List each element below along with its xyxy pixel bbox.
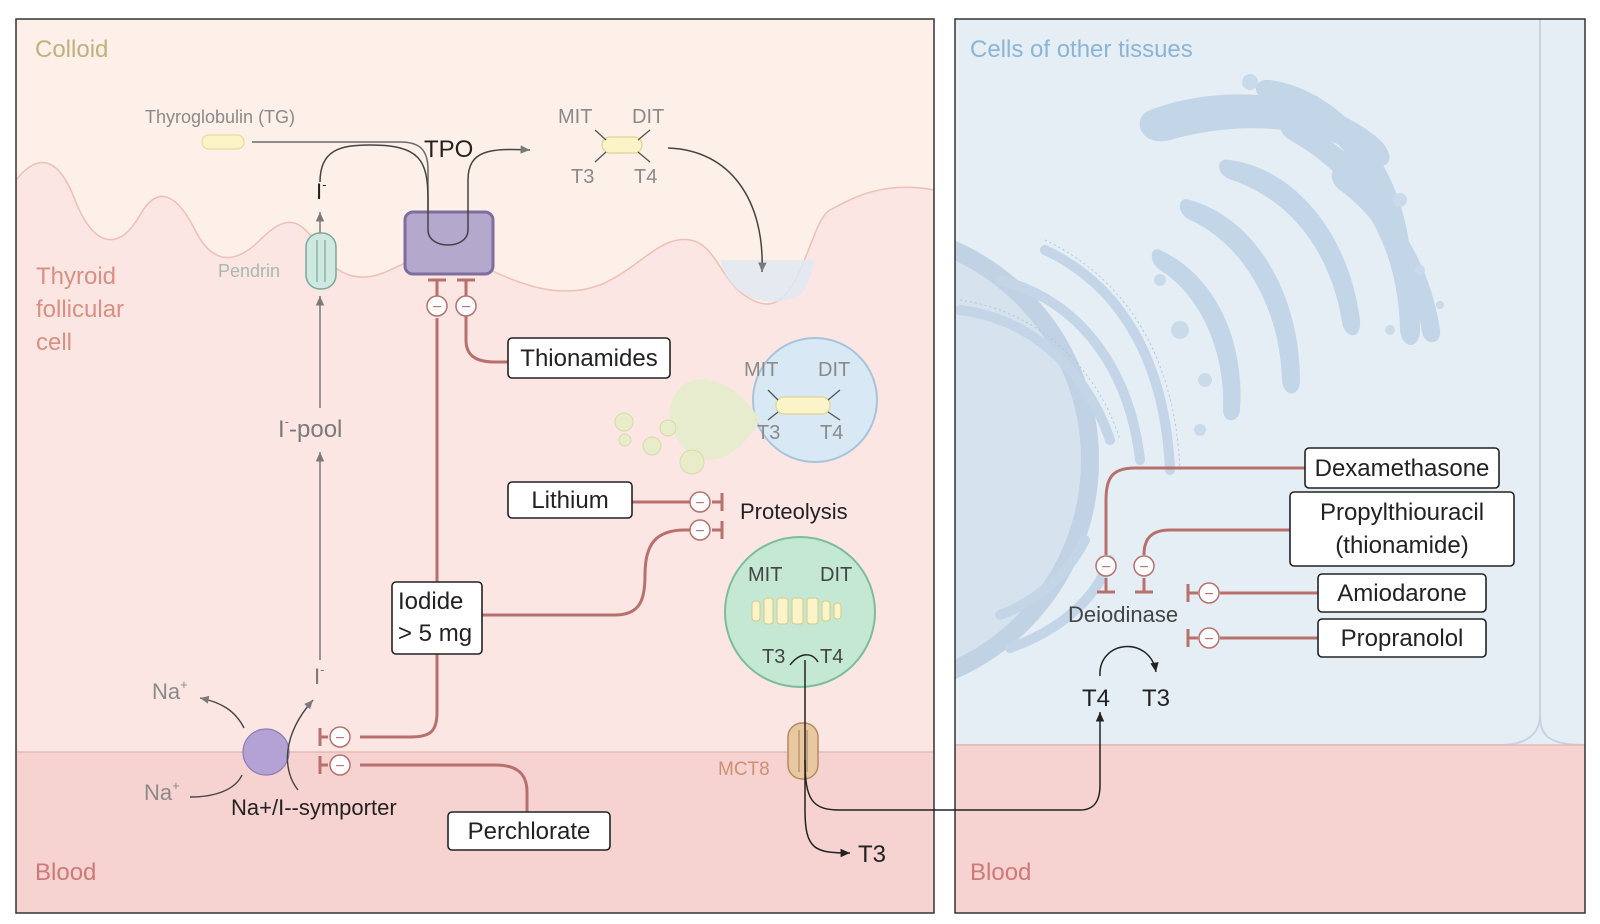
perchlorate-label: Perchlorate [468,818,591,845]
symporter-shape [242,728,290,776]
drug-box-propylthiouracil: Propylthiouracil (thionamide) [1289,491,1515,567]
symporter-label: Na+/I--symporter [231,795,397,820]
inhibition-lines-left [318,278,724,812]
right-blood-label: Blood [970,859,1031,886]
drug-box-amiodarone: Amiodarone [1317,573,1487,613]
drug-box-thionamides: Thionamides [507,337,671,379]
follicular-cell-label-line3: cell [36,329,72,356]
iodide-pool-label: I--pool [278,414,342,443]
ptu-line1: Propylthiouracil [1320,499,1484,526]
golgi-shape [1139,79,1441,421]
vesicle-mit: MIT [744,359,778,381]
right-panel-border [954,18,1586,914]
mct8-transporter [787,722,819,780]
na-out-text: Na [152,679,181,704]
inhibit-symbol-tpo-a: − [432,299,441,316]
endocytic-vesicle: MIT DIT T3 T4 [614,337,878,475]
lithium-label: Lithium [531,487,608,514]
na-out-sup: + [180,677,188,692]
inhibit-symbol-dexamethasone: − [1101,559,1110,576]
t4-label: T4 [1082,685,1110,712]
mct8-label: MCT8 [718,759,770,780]
lysosome-dit: DIT [820,564,852,586]
lysosome-mit: MIT [748,564,782,586]
other-tissues-title: Cells of other tissues [970,36,1193,63]
lysosome-t3: T3 [762,646,785,668]
lysosome-t4: T4 [820,646,843,668]
left-panel [16,19,934,913]
colloid-dit: DIT [632,106,664,128]
follicular-cell-label: Thyroid follicular cell [36,263,131,356]
colloid-mit: MIT [558,106,592,128]
drug-box-dexamethasone: Dexamethasone [1304,447,1500,489]
inhibit-symbol-iodide-proteolysis: − [695,523,704,540]
drug-box-propranolol: Propranolol [1317,618,1487,658]
follicular-cell-label-line2: follicular [36,296,124,323]
lysosome: MIT DIT T3 T4 [724,536,876,688]
pendrin-label: Pendrin [218,261,280,281]
na-out-label: Na+ [152,677,188,704]
proteolysis-label: Proteolysis [740,499,848,524]
thionamides-label: Thionamides [520,345,657,372]
vesicle-t3: T3 [757,422,780,444]
iodide-pool-sup: - [285,414,289,429]
iodide-bottom-sup: - [320,662,324,677]
iodide-pool-text: I [278,416,285,443]
inhibition-lines-right [1097,466,1318,647]
follicular-cell-label-line1: Thyroid [36,263,116,290]
na-in-text: Na [144,780,173,805]
na-in-label: Na+ [144,778,180,805]
tpo-label: TPO [424,136,473,163]
propranolol-label: Propranolol [1341,625,1464,652]
colloid-t3: T3 [571,166,594,188]
ptu-line2: (thionamide) [1335,532,1468,559]
iodide-bottom-text: I [314,664,320,689]
na-in-sup: + [172,778,180,793]
thyroglobulin-shape [201,134,245,150]
inhibit-symbol-lithium: − [695,495,704,512]
vesicle-dit: DIT [818,359,850,381]
iodide-line1: Iodide [398,588,463,615]
iodide-top-sup: - [322,177,326,192]
right-blood-region [955,745,1585,913]
inhibit-symbol-ptu: − [1139,559,1148,576]
colloid-t4: T4 [634,166,657,188]
drug-box-lithium: Lithium [507,481,633,519]
colloid-iodothyronines: MIT DIT T3 T4 [558,106,664,188]
drug-box-perchlorate: Perchlorate [447,811,611,851]
amiodarone-label: Amiodarone [1337,580,1466,607]
inhibit-symbol-tpo-b: − [461,299,470,316]
inhibit-circles-right: − − − − [1095,555,1220,649]
t3-label: T3 [1142,685,1170,712]
inhibit-symbol-amiodarone: − [1204,586,1213,603]
drug-box-iodide: Iodide > 5 mg [391,581,483,655]
vesicle-t4: T4 [820,422,843,444]
tpo-enzyme [403,210,495,276]
iodide-bottom-label: I- [314,662,324,689]
thyroglobulin-label: Thyroglobulin (TG) [145,107,295,127]
inhibit-symbol-perchlorate: − [335,758,344,775]
iodide-line2: > 5 mg [398,620,472,647]
pendrin-transporter [305,232,337,290]
iodide-top-text: I [316,179,322,204]
inhibit-symbol-propranolol: − [1204,631,1213,648]
iodide-pool-suffix: -pool [289,416,342,443]
t3-release-label: T3 [858,841,886,868]
colloid-label: Colloid [35,36,108,63]
inhibit-symbol-iodide-symporter: − [335,730,344,747]
deiodinase-label: Deiodinase [1068,602,1178,627]
iodide-top-label: I- [316,177,326,204]
inhibit-circles-left: − − − − − − [329,295,711,776]
left-panel-border [15,18,935,914]
dexamethasone-label: Dexamethasone [1315,455,1490,482]
left-blood-label: Blood [35,859,96,886]
